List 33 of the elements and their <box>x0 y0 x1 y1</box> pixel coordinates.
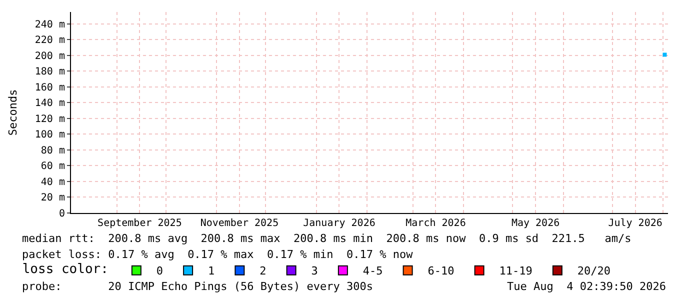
text: packet loss: 0.17 % avg 0.17 % max 0.17 % min 0.17 % now <box>22 248 414 261</box>
y-axis-title: Seconds <box>6 89 20 136</box>
y-tick-label: 0 <box>58 208 65 220</box>
legend-title: loss color: <box>22 262 108 277</box>
legend-label: 1 <box>208 264 215 278</box>
text: Tue Aug 4 02:39:50 2026 <box>507 280 666 293</box>
legend-label: 4-5 <box>362 264 383 278</box>
legend-label: 20/20 <box>577 264 611 278</box>
y-tick-label: 140 m <box>34 98 65 110</box>
y-tick-label: 200 m <box>34 50 65 62</box>
legend-label: 11-19 <box>499 264 532 278</box>
legend-label: 0 <box>156 264 164 278</box>
y-tick-label: 240 m <box>34 19 65 30</box>
y-tick-label: 120 m <box>34 114 65 125</box>
y-tick-label: 80 m <box>40 145 65 156</box>
y-tick-label: 160 m <box>34 82 65 94</box>
legend-label: 3 <box>311 264 318 278</box>
y-tick-label: 220 m <box>34 35 65 46</box>
x-tick-label: January 2026 <box>303 218 376 229</box>
x-tick-label: March 2026 <box>406 218 466 229</box>
y-tick-label: 180 m <box>34 66 65 78</box>
x-tick-label: September 2025 <box>98 218 182 229</box>
text: probe: 20 ICMP Echo Pings (56 Bytes) every 300s <box>22 280 373 293</box>
y-tick-label: 60 m <box>40 161 65 172</box>
x-tick-label: July 2026 <box>608 218 662 229</box>
text: median rtt: 200.8 ms avg 200.8 ms max 200.8 ms min 200.8 ms now 0.9 ms sd 221.5 am/s <box>22 232 632 245</box>
y-tick-label: 40 m <box>40 176 65 188</box>
x-tick-label: May 2026 <box>511 218 560 229</box>
legend-label: 2 <box>260 264 266 278</box>
legend-label: 6-10 <box>428 264 454 278</box>
y-tick-label: 100 m <box>34 130 65 141</box>
y-tick-label: 20 m <box>40 192 65 204</box>
x-tick-label: November 2025 <box>200 218 279 229</box>
